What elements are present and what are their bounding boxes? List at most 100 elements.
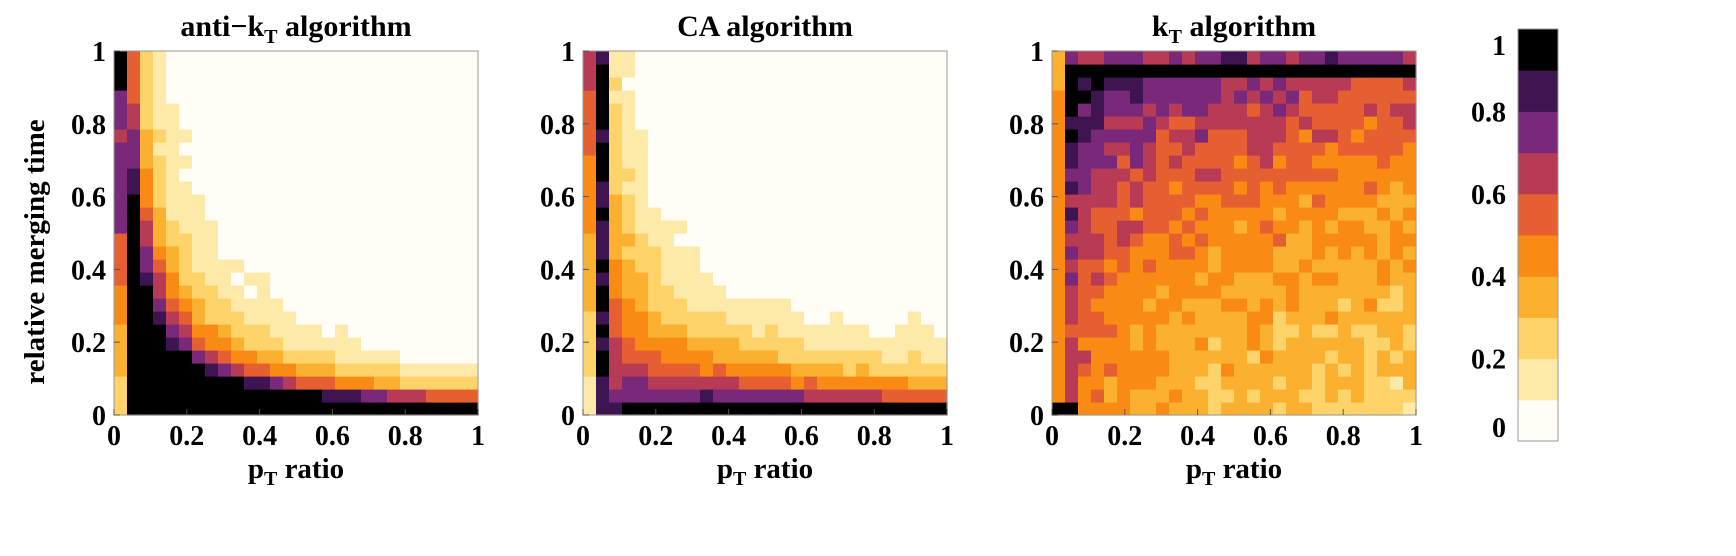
heatmap-cell [1182, 259, 1196, 273]
heatmap-cell [1104, 350, 1118, 364]
heatmap-cell [244, 90, 258, 104]
heatmap-cell [1273, 337, 1287, 351]
heatmap-cell [335, 259, 349, 273]
heatmap-cell [1091, 246, 1105, 260]
heatmap-cell [1390, 220, 1404, 234]
heatmap-cell [843, 155, 857, 169]
heatmap-cell [1065, 51, 1079, 65]
x-axis-label: pT ratio [1186, 453, 1282, 490]
heatmap-cell [635, 77, 649, 91]
heatmap-cell [1117, 103, 1131, 117]
heatmap-cell [869, 90, 883, 104]
heatmap-cell [1143, 246, 1157, 260]
heatmap-cell [413, 142, 427, 156]
heatmap-cell [843, 389, 857, 403]
heatmap-cell [361, 103, 375, 117]
y-tick-label: 0 [561, 401, 575, 432]
heatmap-cell [114, 311, 128, 325]
heatmap-cell [153, 285, 167, 299]
heatmap-cell [1143, 324, 1157, 338]
heatmap-cell [1195, 350, 1209, 364]
heatmap-cell [1377, 246, 1391, 260]
heatmap-cell [348, 285, 362, 299]
heatmap-cell [1065, 194, 1079, 208]
heatmap-cell [1182, 337, 1196, 351]
heatmap-cell [739, 376, 753, 390]
heatmap-cell [804, 246, 818, 260]
heatmap-cell [127, 181, 141, 195]
heatmap-cell [1091, 116, 1105, 130]
heatmap-cell [1156, 142, 1170, 156]
heatmap-cell [309, 363, 323, 377]
heatmap-cell [700, 51, 714, 65]
heatmap-cell [1286, 168, 1300, 182]
heatmap-cell [1312, 350, 1326, 364]
heatmap-cell [817, 220, 831, 234]
heatmap-cell [1234, 246, 1248, 260]
heatmap-cell [439, 64, 453, 78]
heatmap-cell [1182, 155, 1196, 169]
heatmap-cell [400, 233, 414, 247]
heatmap-cell [1273, 181, 1287, 195]
heatmap-cell [244, 155, 258, 169]
heatmap-cell [843, 376, 857, 390]
heatmap-cell [778, 103, 792, 117]
heatmap-cell [270, 389, 284, 403]
heatmap-cell [1091, 272, 1105, 286]
heatmap-cell [1156, 77, 1170, 91]
heatmap-cell [1208, 90, 1222, 104]
heatmap-cell [114, 298, 128, 312]
heatmap-cell [674, 220, 688, 234]
heatmap-cell [348, 129, 362, 143]
heatmap-cell [1377, 285, 1391, 299]
heatmap-cell [778, 194, 792, 208]
heatmap-cell [778, 77, 792, 91]
heatmap-cell [1143, 350, 1157, 364]
heatmap-cell [791, 285, 805, 299]
heatmap-cell [400, 402, 414, 416]
heatmap-cell [400, 51, 414, 65]
heatmap-cell [1286, 90, 1300, 104]
heatmap-cell [1169, 402, 1183, 416]
y-tick-label: 1 [1030, 37, 1044, 68]
heatmap-cell [296, 350, 310, 364]
heatmap-cell [804, 259, 818, 273]
heatmap-cell [1234, 116, 1248, 130]
heatmap-cell [1260, 376, 1274, 390]
heatmap-cell [192, 272, 206, 286]
heatmap-cell [700, 298, 714, 312]
heatmap-cell [413, 363, 427, 377]
heatmap-cell [114, 259, 128, 273]
heatmap-cell [1312, 259, 1326, 273]
heatmap-cell [713, 259, 727, 273]
heatmap-cell [322, 402, 336, 416]
heatmap-cell [700, 233, 714, 247]
heatmap-cell [765, 350, 779, 364]
heatmap-cell [231, 103, 245, 117]
heatmap-cell [882, 246, 896, 260]
heatmap-cell [426, 51, 440, 65]
heatmap-cell [1065, 298, 1079, 312]
heatmap-cell [752, 376, 766, 390]
heatmap-cell [1143, 207, 1157, 221]
heatmap-cell [127, 272, 141, 286]
heatmap-cell [791, 64, 805, 78]
heatmap-cell [452, 116, 466, 130]
heatmap-cell [609, 363, 623, 377]
heatmap-cell [205, 337, 219, 351]
heatmap-cell [752, 324, 766, 338]
heatmap-cell [205, 116, 219, 130]
heatmap-cell [1247, 103, 1261, 117]
heatmap-cell [1312, 285, 1326, 299]
heatmap-cell [127, 246, 141, 260]
heatmap-cell [1299, 298, 1313, 312]
heatmap-cell [752, 298, 766, 312]
heatmap-cell [1312, 389, 1326, 403]
heatmap-cell [908, 298, 922, 312]
heatmap-cell [1182, 389, 1196, 403]
heatmap-cell [765, 389, 779, 403]
heatmap-cell [1078, 246, 1092, 260]
heatmap-cell [674, 311, 688, 325]
heatmap-cell [1078, 376, 1092, 390]
